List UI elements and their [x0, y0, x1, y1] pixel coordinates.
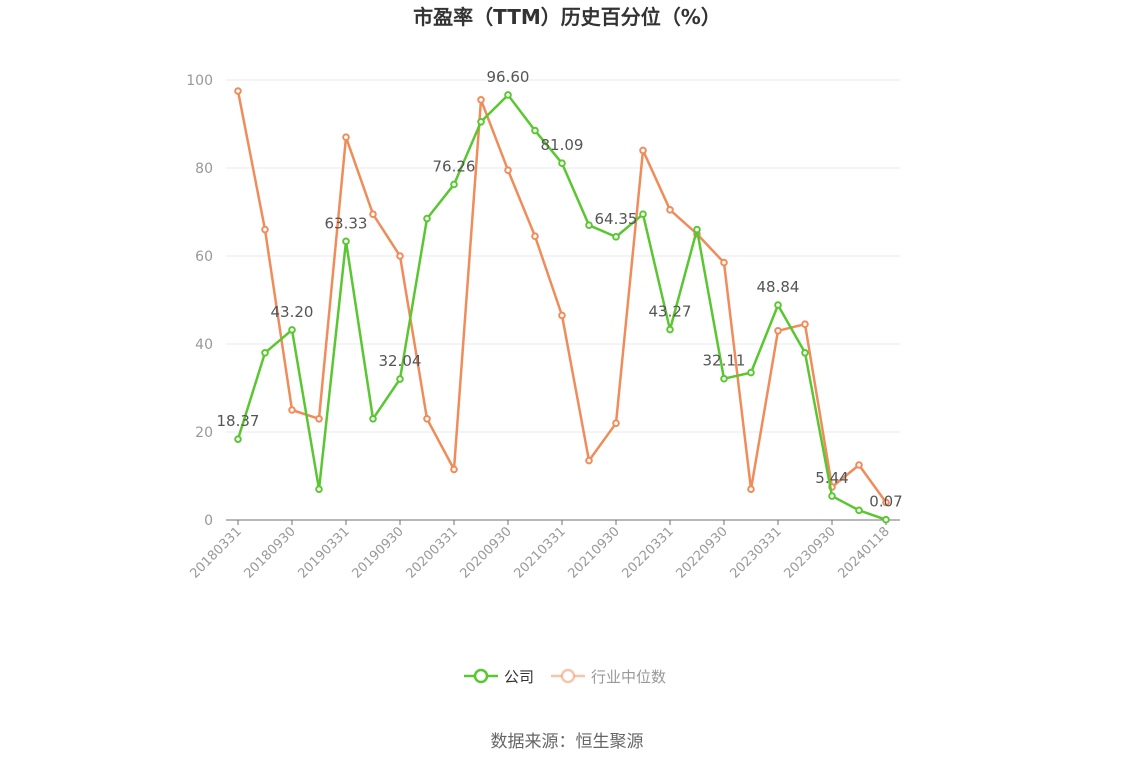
x-tick-label: 20180930: [241, 524, 298, 581]
data-label: 0.07: [869, 493, 902, 511]
data-point[interactable]: [342, 237, 350, 246]
chart-title: 市盈率（TTM）历史百分位（%）: [413, 5, 721, 29]
data-point[interactable]: [369, 210, 377, 218]
legend-label: 行业中位数: [591, 668, 666, 686]
x-tick-label: 20200331: [403, 524, 460, 581]
data-point[interactable]: [423, 415, 431, 423]
data-point[interactable]: [423, 214, 431, 223]
x-tick-label: 20230331: [727, 524, 784, 581]
data-point[interactable]: [882, 515, 890, 524]
data-point[interactable]: [639, 146, 647, 155]
source-note: 数据来源：恒生聚源: [491, 732, 644, 752]
data-point[interactable]: [504, 166, 512, 174]
data-point[interactable]: [720, 374, 728, 383]
data-point[interactable]: [288, 406, 296, 414]
data-point[interactable]: [234, 87, 242, 95]
data-point[interactable]: [288, 326, 296, 334]
y-tick-label: 20: [195, 425, 213, 441]
data-point[interactable]: [801, 320, 809, 329]
x-tick-label: 20240118: [835, 524, 892, 581]
x-tick-label: 20230930: [781, 524, 838, 581]
x-tick-label: 20210331: [511, 524, 568, 581]
data-point[interactable]: [342, 133, 350, 141]
data-point[interactable]: [450, 180, 458, 189]
y-tick-label: 80: [195, 161, 213, 177]
y-axis: 0 20 40 60 80 100: [186, 73, 213, 529]
data-point[interactable]: [801, 349, 809, 357]
data-point[interactable]: [504, 91, 512, 99]
legend-marker-icon: [473, 668, 489, 684]
legend-item[interactable]: 公司: [464, 668, 534, 686]
data-point[interactable]: [666, 206, 674, 214]
data-point[interactable]: [396, 252, 404, 260]
legend-label: 公司: [504, 668, 534, 686]
data-point[interactable]: [747, 485, 755, 494]
data-point[interactable]: [477, 118, 485, 126]
x-tick-label: 20220930: [673, 524, 730, 581]
data-point[interactable]: [855, 461, 863, 469]
data-point[interactable]: [693, 225, 701, 234]
legend[interactable]: 公司 行业中位数: [464, 668, 666, 686]
x-tick-label: 20210930: [565, 524, 622, 581]
data-label: 76.26: [433, 157, 476, 175]
data-point[interactable]: [774, 327, 782, 335]
data-point[interactable]: [882, 498, 890, 507]
data-point[interactable]: [585, 456, 593, 465]
data-point[interactable]: [531, 126, 539, 135]
x-tick-label: 20190930: [349, 524, 406, 581]
legend-marker-icon: [560, 668, 576, 684]
series-0: 18.37 43.20 63.33 32.04 76.26 96.60 81.09 64.35…: [217, 68, 903, 524]
grid: [226, 79, 900, 433]
data-point[interactable]: [612, 419, 620, 428]
data-point[interactable]: [234, 435, 242, 443]
data-point[interactable]: [477, 96, 485, 104]
data-label: 43.20: [271, 303, 314, 321]
data-point[interactable]: [315, 415, 323, 423]
x-axis: 2018033120180930201903312019093020200331…: [187, 519, 900, 582]
series-line: [236, 93, 887, 521]
x-tick-label: 20190331: [295, 524, 352, 581]
data-label: 5.44: [815, 469, 848, 487]
data-point[interactable]: [450, 465, 458, 474]
data-point[interactable]: [261, 349, 269, 357]
x-tick-label: 20220331: [619, 524, 676, 581]
data-point[interactable]: [558, 311, 566, 320]
data-point[interactable]: [369, 415, 377, 423]
data-label: 81.09: [541, 136, 584, 154]
x-tick-label: 20200930: [457, 524, 514, 581]
data-point[interactable]: [774, 301, 782, 309]
data-point[interactable]: [558, 159, 566, 168]
x-tick-label: 20180331: [187, 524, 244, 581]
data-label: 48.84: [757, 278, 800, 296]
series-1: [234, 87, 890, 507]
data-point[interactable]: [639, 210, 647, 218]
data-point[interactable]: [396, 375, 404, 383]
data-point[interactable]: [315, 485, 323, 494]
y-tick-label: 60: [195, 249, 213, 265]
data-label: 96.60: [487, 68, 530, 86]
plot-area: 18.37 43.20 63.33 32.04 76.26 96.60 81.09 64.35…: [217, 68, 903, 524]
data-point[interactable]: [261, 225, 269, 234]
data-point[interactable]: [747, 368, 755, 377]
y-tick-label: 0: [204, 513, 213, 529]
legend-item[interactable]: 行业中位数: [551, 668, 666, 686]
data-point[interactable]: [828, 492, 836, 500]
data-label: 64.35: [595, 210, 638, 228]
data-label: 32.04: [379, 352, 422, 370]
data-point[interactable]: [720, 258, 728, 267]
data-point[interactable]: [855, 506, 863, 515]
data-point[interactable]: [585, 221, 593, 229]
data-point[interactable]: [666, 325, 674, 334]
y-tick-label: 100: [186, 73, 213, 89]
data-label: 18.37: [217, 412, 260, 430]
data-point[interactable]: [612, 233, 620, 241]
data-label: 63.33: [325, 214, 368, 232]
data-point[interactable]: [531, 232, 539, 240]
data-label: 43.27: [649, 303, 692, 321]
y-tick-label: 40: [195, 337, 213, 353]
data-label: 32.11: [703, 352, 746, 370]
